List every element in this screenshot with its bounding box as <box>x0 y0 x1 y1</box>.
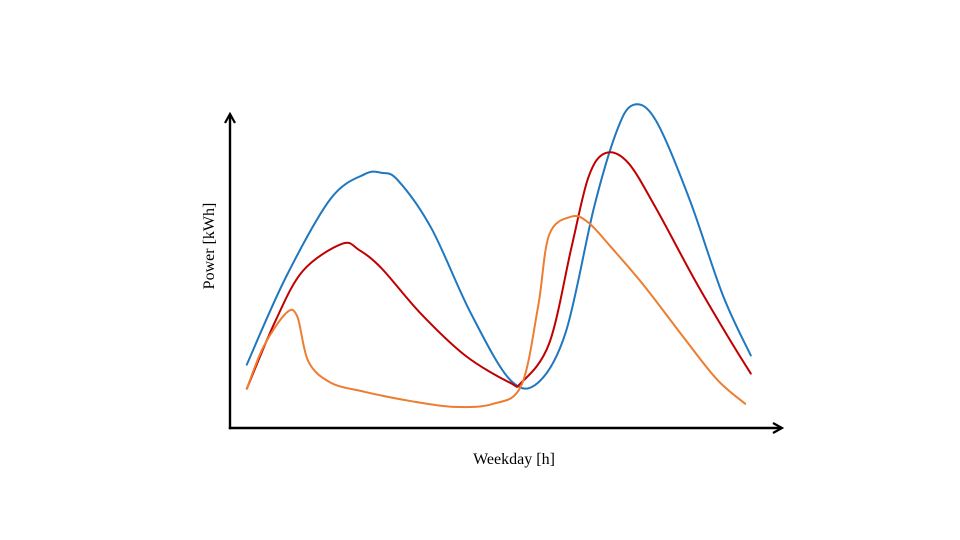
x-axis-title: Weekday [h] <box>473 451 555 468</box>
series-line-2 <box>245 151 752 390</box>
y-axis-title: Power [kWh] <box>201 203 218 290</box>
series-group <box>245 103 752 409</box>
series-line-3 <box>245 214 747 409</box>
series-line-1 <box>245 103 752 390</box>
